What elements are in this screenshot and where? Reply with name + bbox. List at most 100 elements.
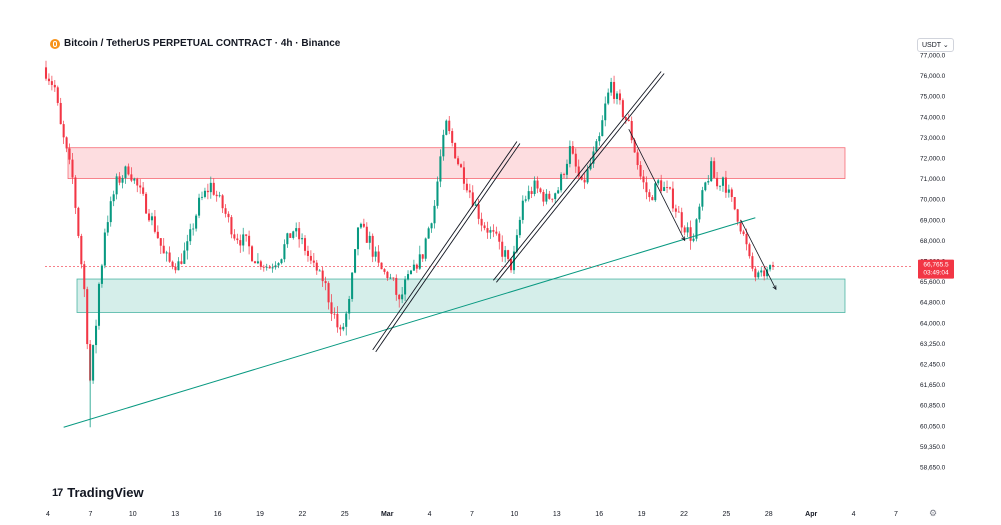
y-axis-tick-label: 62,450.0 — [920, 362, 946, 369]
channel-line[interactable] — [375, 143, 521, 353]
candle-body — [74, 177, 77, 208]
support-zone[interactable] — [76, 278, 846, 313]
candle-body — [495, 231, 498, 234]
candle-body — [527, 191, 530, 200]
channel-line[interactable] — [372, 141, 518, 351]
y-axis-tick-label: 74,000.0 — [920, 114, 946, 121]
candle-body — [150, 216, 153, 221]
candle-body — [760, 270, 763, 273]
candle-body — [156, 231, 159, 239]
candle-body — [292, 231, 295, 238]
candle-body — [580, 176, 583, 180]
candle-body — [736, 209, 739, 222]
candle-body — [124, 166, 127, 178]
candle-body — [277, 263, 280, 266]
x-axis-tick-label: 7 — [470, 511, 474, 518]
candle-body — [718, 185, 722, 187]
candle-body — [86, 289, 89, 345]
ascending-trendline[interactable] — [63, 217, 756, 428]
candle-body — [159, 238, 162, 246]
candle-body — [312, 260, 315, 263]
candle-body — [562, 174, 566, 176]
candle-body — [283, 244, 286, 260]
candle-body — [686, 227, 689, 233]
candle-body — [486, 228, 489, 233]
x-axis-tick-label: 25 — [723, 511, 731, 518]
candle-body — [127, 166, 130, 175]
candle-body — [183, 250, 186, 264]
candle-body — [395, 277, 398, 295]
candle-body — [551, 198, 554, 200]
candle-body — [498, 233, 501, 242]
candle-body — [80, 235, 83, 265]
settings-icon[interactable]: ⚙ — [928, 508, 938, 518]
y-axis-tick-label: 64,000.0 — [920, 320, 946, 327]
candle-body — [377, 251, 380, 263]
candle-body — [571, 146, 574, 154]
projection-arrow[interactable] — [740, 219, 777, 290]
arrow-head — [681, 236, 686, 242]
candle-body — [171, 261, 174, 267]
candle-body — [421, 254, 424, 259]
candle-body — [442, 134, 445, 157]
candle-body — [145, 193, 148, 214]
candle-body — [324, 281, 327, 284]
candle-body — [595, 141, 598, 152]
candle-body — [633, 140, 636, 153]
currency-selector[interactable]: USDT ⌄ — [917, 38, 954, 52]
candle-body — [147, 213, 151, 221]
candle-body — [53, 84, 56, 88]
y-axis-tick-label: 60,050.0 — [920, 423, 946, 430]
candle-body — [174, 266, 177, 271]
candle-body — [739, 221, 742, 232]
channel-line[interactable] — [493, 71, 662, 281]
candle-body — [306, 250, 309, 256]
candle-body — [769, 265, 772, 270]
candle-body — [321, 270, 324, 282]
candle-body — [251, 246, 254, 262]
candle-body — [259, 261, 262, 267]
x-axis-tick-label: 7 — [894, 511, 898, 518]
candle-body — [406, 274, 410, 280]
candle-body — [209, 182, 212, 193]
x-axis-tick-label: 13 — [171, 511, 179, 518]
symbol-header[interactable]: Bitcoin / TetherUS PERPETUAL CONTRACT · … — [50, 38, 340, 49]
candle-body — [536, 180, 539, 189]
candle-body — [459, 164, 463, 168]
candle-body — [362, 223, 365, 227]
x-axis-tick-label: 16 — [214, 511, 222, 518]
candle-body — [545, 193, 548, 202]
candle-body — [436, 181, 439, 206]
candle-body — [604, 103, 607, 121]
tradingview-logo[interactable]: 17 TradingView — [52, 485, 144, 500]
x-axis-tick-label: 25 — [341, 511, 349, 518]
candle-body — [727, 189, 730, 193]
candle-body — [47, 78, 50, 82]
candle-body — [401, 294, 404, 300]
candle-body — [339, 327, 342, 330]
candle-body — [598, 136, 601, 142]
candle-body — [351, 272, 354, 299]
candle-body — [721, 177, 724, 186]
x-axis-tick-label: 16 — [595, 511, 603, 518]
candle-body — [354, 249, 357, 273]
candle-body — [457, 158, 460, 165]
channel-line[interactable] — [496, 73, 665, 283]
candle-body — [192, 228, 195, 230]
candle-body — [62, 124, 65, 138]
candle-body — [233, 234, 236, 239]
candle-body — [389, 277, 392, 279]
projection-arrow[interactable] — [628, 128, 686, 241]
candle-body — [451, 131, 454, 143]
candle-body — [280, 259, 283, 264]
candle-body — [701, 190, 704, 207]
y-axis-tick-label: 77,000.0 — [920, 53, 946, 60]
resistance-zone[interactable] — [67, 147, 846, 179]
candle-body — [713, 161, 716, 178]
candle-body — [198, 197, 201, 216]
candle-body — [530, 191, 533, 194]
y-axis-tick-label: 65,600.0 — [920, 279, 946, 286]
candle-body — [289, 233, 292, 238]
